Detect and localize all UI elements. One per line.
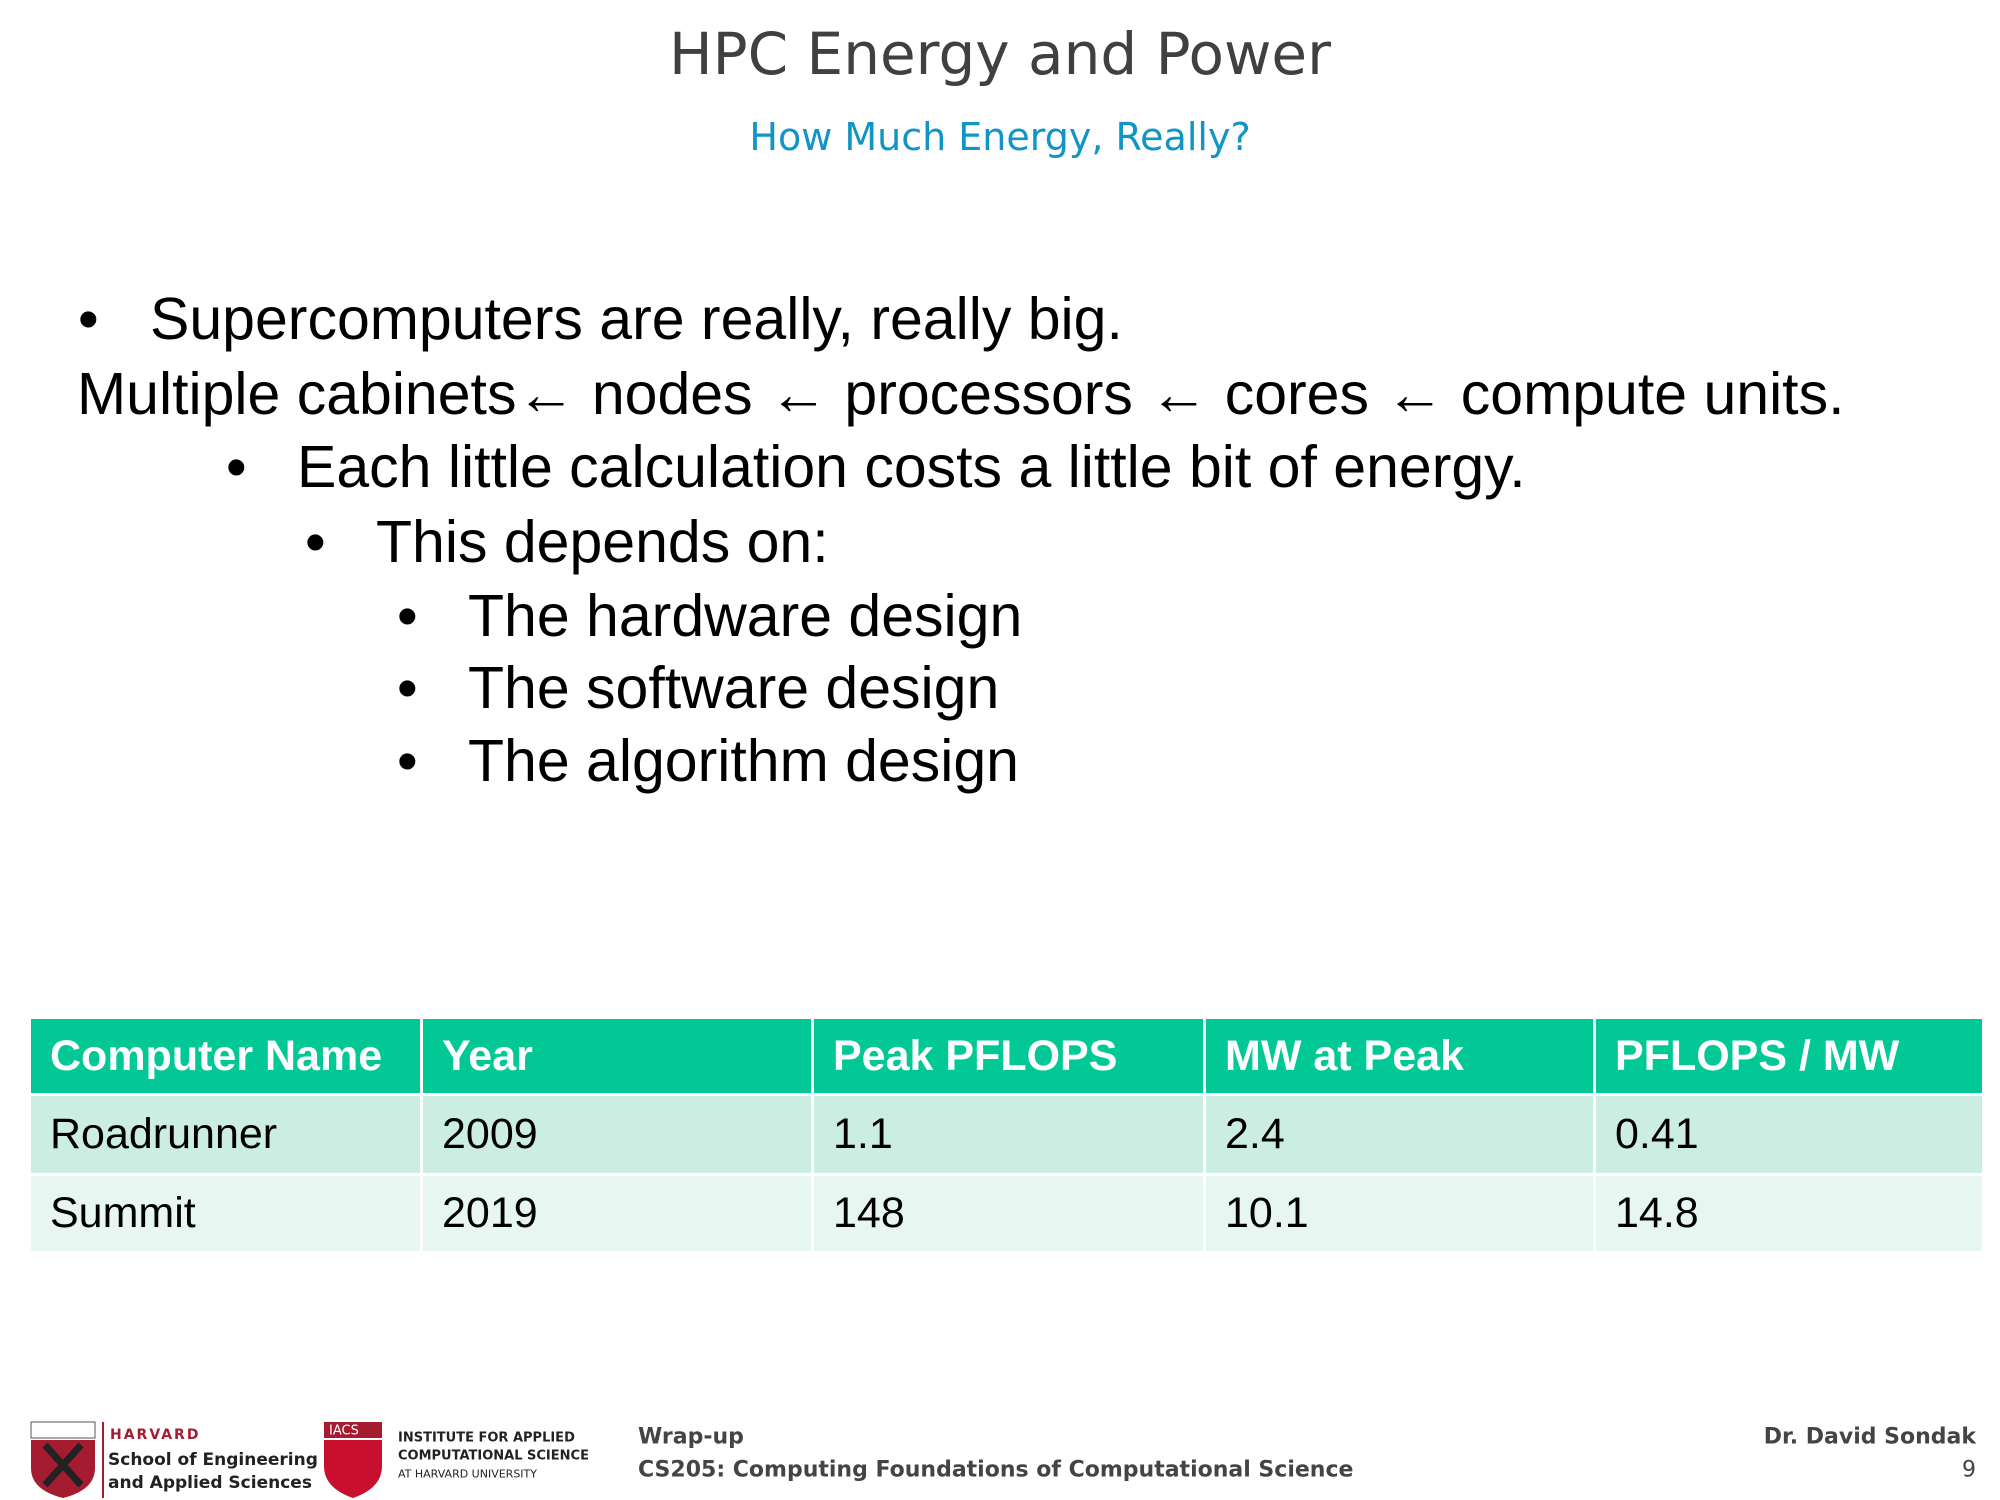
table-header-cell: Peak PFLOPS (814, 1019, 1203, 1093)
iacs-text: AT HARVARD UNIVERSITY (398, 1467, 537, 1481)
seas-text: and Applied Sciences (108, 1473, 312, 1493)
bullet-dot: • (397, 583, 418, 649)
seas-text: School of Engineering (108, 1450, 318, 1470)
bullet-text: Supercomputers are really, really big. (150, 286, 1123, 352)
bullet-text: This depends on: (376, 509, 829, 575)
bullet-text: The software design (468, 655, 1000, 721)
table-cell: 1.1 (814, 1096, 1203, 1173)
footer-section: Wrap-up (638, 1424, 744, 1450)
bullet-text: Each little calculation costs a little b… (297, 434, 1526, 500)
table-cell: 2.4 (1206, 1096, 1593, 1173)
bullet-dot: • (226, 434, 247, 500)
shield-top (30, 1421, 96, 1439)
bullet-text: The hardware design (468, 583, 1023, 649)
table-header-cell: Computer Name (31, 1019, 420, 1093)
footer-author: Dr. David Sondak (1763, 1424, 1976, 1450)
slide-subtitle: How Much Energy, Really? (749, 115, 1251, 159)
iacs-badge-text: IACS (329, 1423, 359, 1439)
table-header-cell: Year (423, 1019, 811, 1093)
harvard-label: HARVARD (110, 1427, 201, 1443)
table-header-cell: MW at Peak (1206, 1019, 1593, 1093)
footer-course: CS205: Computing Foundations of Computat… (638, 1457, 1354, 1483)
iacs-shield (324, 1440, 382, 1498)
page-number: 9 (1962, 1457, 1976, 1483)
table-cell: Roadrunner (31, 1096, 420, 1173)
iacs-text: COMPUTATIONAL SCIENCE (398, 1448, 589, 1464)
bullet-text: Multiple cabinets← nodes ← processors ← … (77, 361, 1845, 427)
table-cell: 2019 (423, 1176, 811, 1251)
table-header-cell: PFLOPS / MW (1596, 1019, 1982, 1093)
bullet-text: The algorithm design (468, 728, 1019, 794)
bullet-dot: • (305, 509, 326, 575)
table-cell: 0.41 (1596, 1096, 1982, 1173)
table-cell: Summit (31, 1176, 420, 1251)
table-cell: 2009 (423, 1096, 811, 1173)
iacs-text: INSTITUTE FOR APPLIED (398, 1430, 575, 1446)
shield-cross (42, 1442, 84, 1488)
bullet-dot: • (397, 655, 418, 721)
bullet-dot: • (78, 286, 99, 352)
table-cell: 148 (814, 1176, 1203, 1251)
table-cell: 10.1 (1206, 1176, 1593, 1251)
iacs-badge (324, 1422, 382, 1438)
table-cell: 14.8 (1596, 1176, 1982, 1251)
footer-logos (30, 1421, 382, 1498)
slide-title: HPC Energy and Power (669, 20, 1331, 88)
bullet-dot: • (397, 728, 418, 794)
